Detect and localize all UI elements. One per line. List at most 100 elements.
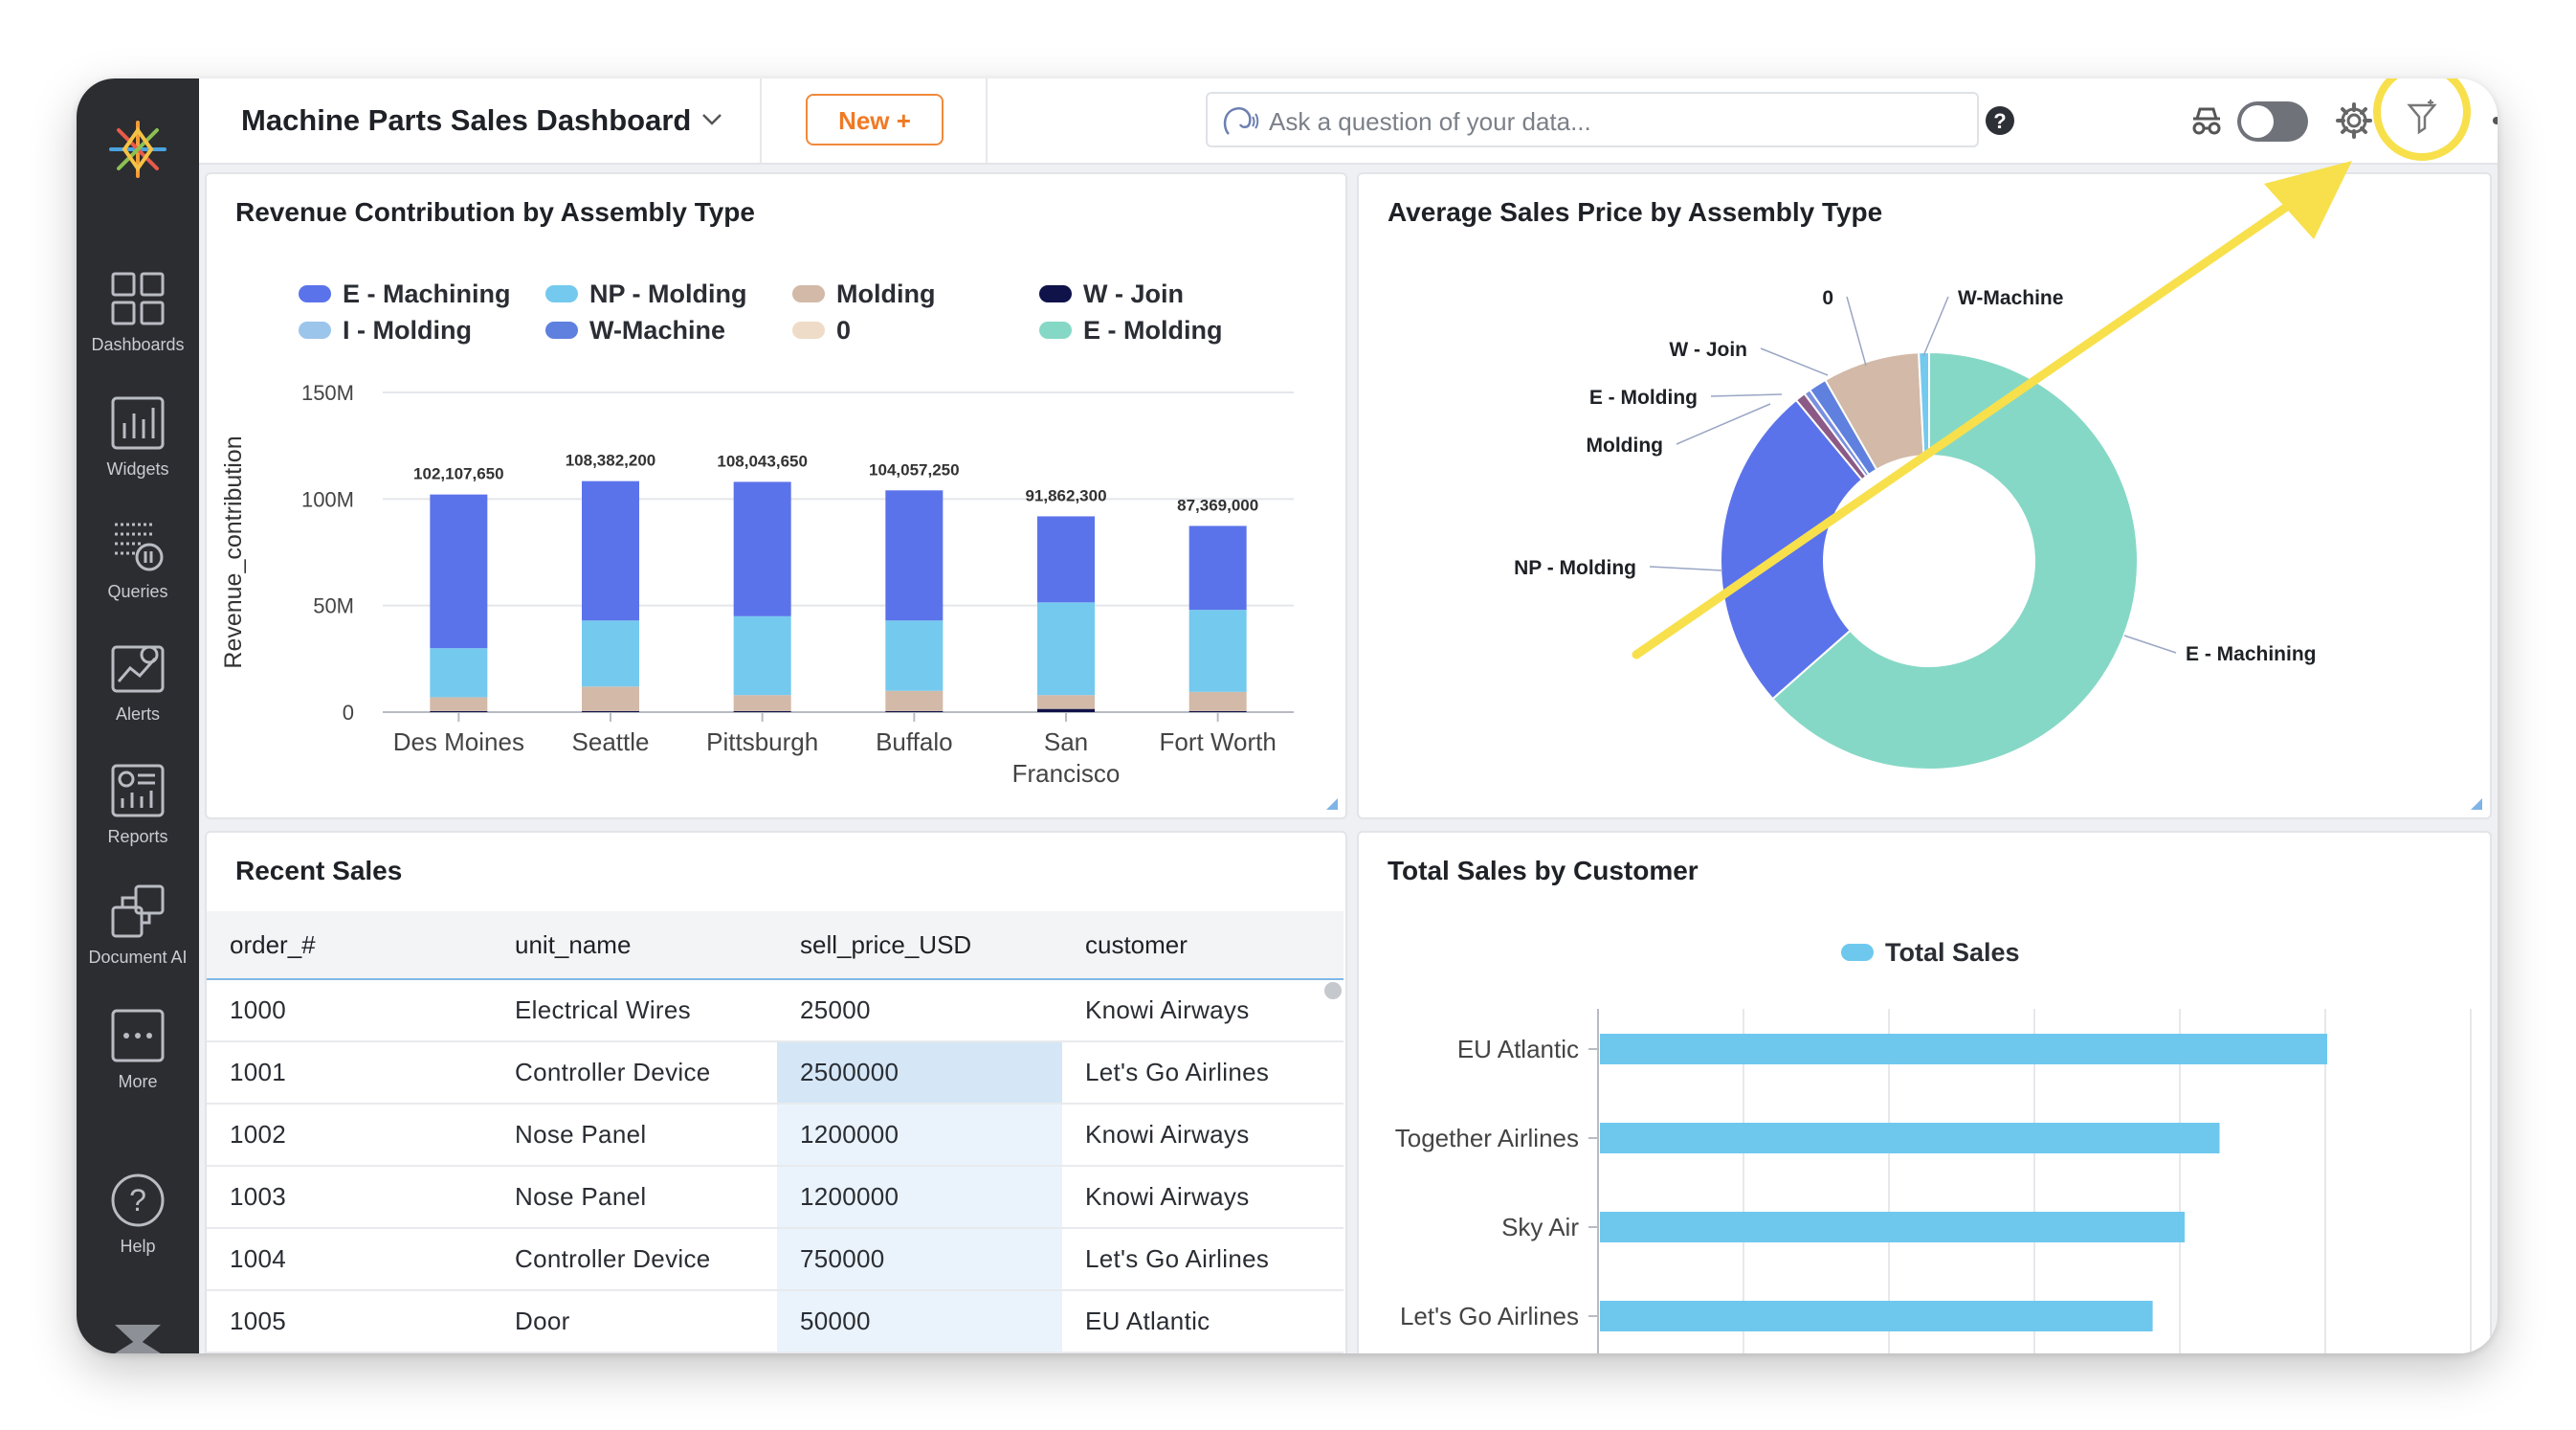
legend-i-molding[interactable]: I - Molding [299,316,472,346]
table-row[interactable]: 1001 Controller Device 2500000 Let's Go … [207,1041,1344,1105]
filter-button-highlight [2373,78,2471,161]
queries-icon [115,523,164,571]
column-header-order[interactable]: order_# [207,911,492,980]
sidebar-item-more[interactable]: More [77,1007,199,1092]
cell-sell-price: 1200000 [777,1104,1062,1167]
sidebar-item-reports[interactable]: Reports [77,762,199,847]
legend-label: E - Machining [343,279,511,308]
bar-segment [582,480,639,621]
cell-unit-name: Controller Device [492,1041,777,1105]
app-logo-icon[interactable] [105,117,170,182]
legend-label: 0 [836,316,852,345]
divider [986,78,988,163]
total-sales-bar-chart: EU Atlantic Together Airlines Sky Air Let's… [1395,1009,2472,1353]
legend-swatch [792,321,825,339]
bar-segment [430,697,488,711]
gear-icon[interactable] [2335,101,2373,140]
new-button[interactable]: New + [806,94,944,145]
sidebar-item-dashboards[interactable]: Dashboards [77,270,199,355]
cell-sell-price: 1200000 [777,1166,1062,1229]
incognito-icon[interactable] [2187,101,2226,140]
help-question-icon: ? [111,1173,165,1227]
bar [1600,1301,2153,1331]
x-tick-label: San [1044,727,1088,756]
voice-assistant-icon[interactable] [1221,103,1259,138]
y-tick-label: Sky Air [1501,1213,1579,1241]
legend-total-sales[interactable]: Total Sales [1841,938,2020,968]
legend-np-molding[interactable]: NP - Molding [545,279,746,309]
legend-swatch [1039,284,1072,302]
bar-segment [1188,710,1247,712]
sidebar: Dashboards Widgets Queries Alerts Report… [77,78,199,1353]
cell-sell-price: 750000 [777,1228,1062,1291]
search-input[interactable] [1267,103,1941,140]
legend-label: NP - Molding [589,279,747,308]
legend-w-join[interactable]: W - Join [1039,279,1184,309]
column-header-sell-price[interactable]: sell_price_USD [777,911,1062,980]
legend-w-machine[interactable]: W-Machine [545,316,725,346]
chevron-down-icon[interactable] [700,107,723,130]
bar-segment [733,710,791,712]
legend-swatch [545,321,578,339]
more-dots-icon [111,1009,165,1062]
search-box[interactable] [1206,92,1979,147]
bar-total-label: 102,107,650 [413,465,504,483]
total-sales-panel: Total Sales by Customer Total Sales EU A… [1357,831,2492,1353]
sidebar-item-document-ai[interactable]: Document AI [77,883,199,968]
column-header-customer[interactable]: customer [1062,911,1344,980]
column-header-unit-name[interactable]: unit_name [492,911,777,980]
resize-handle[interactable] [2471,798,2482,810]
sidebar-item-help[interactable]: ? Help [77,1172,199,1257]
filter-sparkle-icon[interactable] [2406,98,2438,136]
resize-handle[interactable] [1326,798,1338,810]
slice-leader-line [1760,347,1829,376]
bar-segment [1037,695,1095,709]
sidebar-item-label: Help [120,1237,156,1256]
app-window: Dashboards Widgets Queries Alerts Report… [77,78,2498,1353]
mode-toggle[interactable] [2237,101,2308,142]
more-options-icon[interactable] [2492,115,2498,126]
bar-segment [1037,516,1095,603]
help-circle-icon[interactable]: ? [1985,105,2015,136]
bar-segment [582,620,639,687]
sidebar-item-label: Document AI [88,948,188,967]
sidebar-item-alerts[interactable]: Alerts [77,639,199,725]
legend-label: E - Molding [1083,316,1223,345]
y-tick-label: Let's Go Airlines [1400,1302,1579,1330]
x-tick-label: Seattle [572,727,650,756]
cell-customer: EU Atlantic [1062,1290,1344,1353]
legend-swatch [792,284,825,302]
cell-customer: Knowi Airways [1062,1104,1344,1167]
legend-e-machining[interactable]: E - Machining [299,279,511,309]
sidebar-item-widgets[interactable]: Widgets [77,394,199,480]
table-header-row: order_# unit_name sell_price_USD custome… [207,911,1344,980]
bar-total-label: 87,369,000 [1177,496,1258,514]
table-row[interactable]: 1003 Nose Panel 1200000 Knowi Airways [207,1166,1344,1229]
cell-sell-price: 50000 [777,1290,1062,1353]
table-row[interactable]: 1002 Nose Panel 1200000 Knowi Airways [207,1104,1344,1167]
bar-segment [885,710,944,712]
hourglass-icon [115,1325,161,1353]
sidebar-item-label: Queries [107,582,168,601]
y-tick-label: 50M [313,594,354,618]
cell-sell-price: 2500000 [777,1041,1062,1105]
legend-zero[interactable]: 0 [792,316,851,346]
x-tick-label: Francisco [1012,759,1121,788]
table-row[interactable]: 1004 Controller Device 750000 Let's Go A… [207,1228,1344,1291]
bar-segment [885,490,944,621]
x-tick-label: Des Moines [393,727,524,756]
legend-molding[interactable]: Molding [792,279,935,309]
bar [1600,1123,2220,1153]
legend-swatch [1039,321,1072,339]
dashboards-grid-icon [111,272,165,325]
dashboard-title[interactable]: Machine Parts Sales Dashboard [241,103,692,137]
sidebar-item-queries[interactable]: Queries [77,517,199,602]
table-scrollbar[interactable] [1324,982,1342,999]
table-row[interactable]: 1005 Door 50000 EU Atlantic [207,1290,1344,1353]
alerts-icon [111,645,165,693]
legend-e-molding[interactable]: E - Molding [1039,316,1222,346]
slice-leader-line [1710,393,1783,397]
table-row[interactable]: 1000 Electrical Wires 25000 Knowi Airway… [207,979,1344,1042]
reports-icon [111,764,165,817]
bar-segment [430,494,488,649]
